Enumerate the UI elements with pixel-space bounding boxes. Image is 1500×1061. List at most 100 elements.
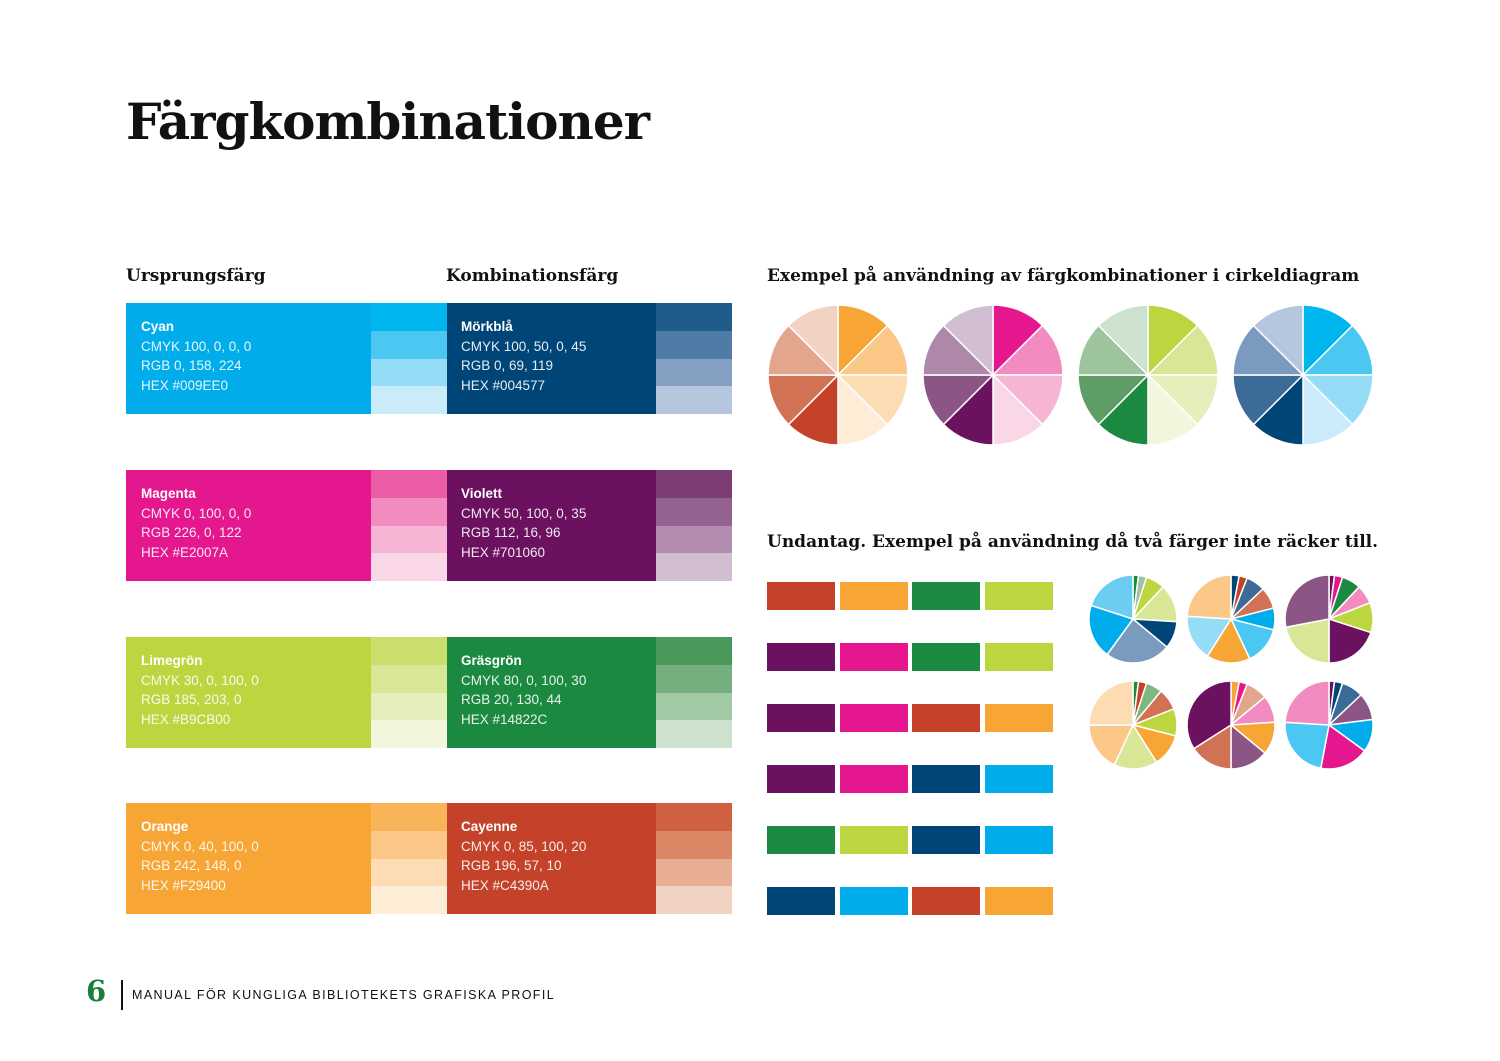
cmyk-value: CMYK 0, 100, 0, 0 [141,505,252,521]
color-bar [912,765,980,793]
color-name: Orange [141,819,189,834]
tint-block [656,470,732,498]
hex-value: HEX #E2007A [141,544,229,560]
footer-title: MANUAL FÖR KUNGLIGA BIBLIOTEKETS GRAFISK… [132,988,556,1002]
color-bar [767,887,835,915]
combo-swatch: Gräsgrön CMYK 80, 0, 100, 30 RGB 20, 130, … [447,637,656,748]
rgb-value: RGB 0, 69, 119 [461,358,554,373]
hex-value: HEX #004577 [461,377,546,393]
tint-block [656,330,732,359]
swatch-row: Magenta CMYK 0, 100, 0, 0 RGB 226, 0, 122 H… [126,470,732,581]
pie-slice [1186,615,1233,658]
swatch-info: Orange CMYK 0, 40, 100, 0 RGB 242, 148, 0 H… [141,817,259,895]
tint-block [656,303,732,331]
pie-chart-small [1186,680,1276,770]
tint-block [656,830,732,859]
tint-block [371,692,447,721]
cmyk-value: CMYK 100, 0, 0, 0 [141,338,252,354]
origin-column-heading: Ursprungsfärg [126,266,266,286]
page-number: 6 [86,974,107,1008]
tint-block [656,858,732,887]
color-name: Cyan [141,319,175,334]
color-bar-row [767,826,1053,854]
tint-block [371,858,447,887]
tint-block [371,830,447,859]
combo-tint-scale [656,470,732,581]
pie-slice [1088,604,1135,656]
pie-slice [1090,574,1134,621]
swatch-info: Cyan CMYK 100, 0, 0, 0 RGB 0, 158, 224 HEX … [141,317,251,395]
tint-block [371,803,447,831]
tint-block [371,330,447,359]
combo-tint-scale [656,803,732,914]
origin-tint-scale [371,470,447,581]
tint-block [656,358,732,387]
color-name: Cayenne [461,819,518,834]
pie-examples-heading: Exempel på användning av färgkombination… [767,266,1360,286]
color-bar [984,765,1053,793]
swatch-info: Magenta CMYK 0, 100, 0, 0 RGB 226, 0, 122 H… [141,484,251,562]
color-bar [912,643,980,671]
origin-swatch: Orange CMYK 0, 40, 100, 0 RGB 242, 148, 0 H… [126,803,371,914]
hex-value: HEX #701060 [461,544,546,560]
rgb-value: RGB 196, 57, 10 [461,858,562,873]
swatch-info: Cayenne CMYK 0, 85, 100, 20 RGB 196, 57, 1… [461,817,586,895]
tint-block [371,525,447,554]
color-bar [767,643,835,671]
pie-slice [1328,617,1372,664]
origin-tint-scale [371,303,447,414]
exception-label: Undantag. [767,532,867,552]
tint-block [371,637,447,665]
pie-slice [1206,617,1251,664]
color-name: Limegrön [141,653,203,668]
color-bar [839,765,908,793]
tint-block [371,358,447,387]
pie-slice [1284,680,1330,726]
tint-block [656,386,732,414]
hex-value: HEX #F29400 [141,877,226,893]
color-bar [912,582,980,610]
tint-block [656,720,732,748]
pie-chart [922,304,1064,446]
cmyk-value: CMYK 80, 0, 100, 30 [461,672,587,688]
tint-block [371,386,447,414]
rgb-value: RGB 185, 203, 0 [141,692,242,707]
swatch-row: Limegrön CMYK 30, 0, 100, 0 RGB 185, 203, … [126,637,732,748]
pie-slice [1186,680,1232,750]
color-bar-row [767,643,1053,671]
pie-slice [1252,304,1304,377]
pie-slice [1192,723,1232,770]
color-bar [839,704,908,732]
swatch-row: Orange CMYK 0, 40, 100, 0 RGB 242, 148, 0 H… [126,803,732,914]
tint-block [656,525,732,554]
rgb-value: RGB 20, 130, 44 [461,692,562,707]
tint-block [656,886,732,914]
color-bar [984,582,1053,610]
tint-block [656,497,732,526]
color-bar-row [767,704,1053,732]
color-bar [912,887,980,915]
exception-heading: Undantag. Exempel på användning då två f… [767,532,1378,552]
color-bar-row [767,765,1053,793]
combo-swatch: Violett CMYK 50, 100, 0, 35 RGB 112, 16, 9… [447,470,656,581]
hex-value: HEX #14822C [461,711,548,727]
tint-block [371,497,447,526]
pie-slice [1284,618,1330,664]
pie-slice [1284,574,1330,629]
pie-slice [1186,574,1232,620]
origin-tint-scale [371,637,447,748]
tint-block [656,664,732,693]
color-bar [767,704,835,732]
exception-text: Exempel på användning då två färger inte… [866,532,1379,552]
pie-slice [1088,724,1135,766]
tint-block [371,553,447,581]
pie-chart-small [1284,680,1374,770]
tint-block [371,303,447,331]
pie-chart [1077,304,1219,446]
color-name: Gräsgrön [461,653,522,668]
color-bar [767,826,835,854]
pie-slice [787,304,839,377]
pie-slice [1106,617,1168,664]
color-bar [839,887,908,915]
pie-chart-small [1284,574,1374,664]
